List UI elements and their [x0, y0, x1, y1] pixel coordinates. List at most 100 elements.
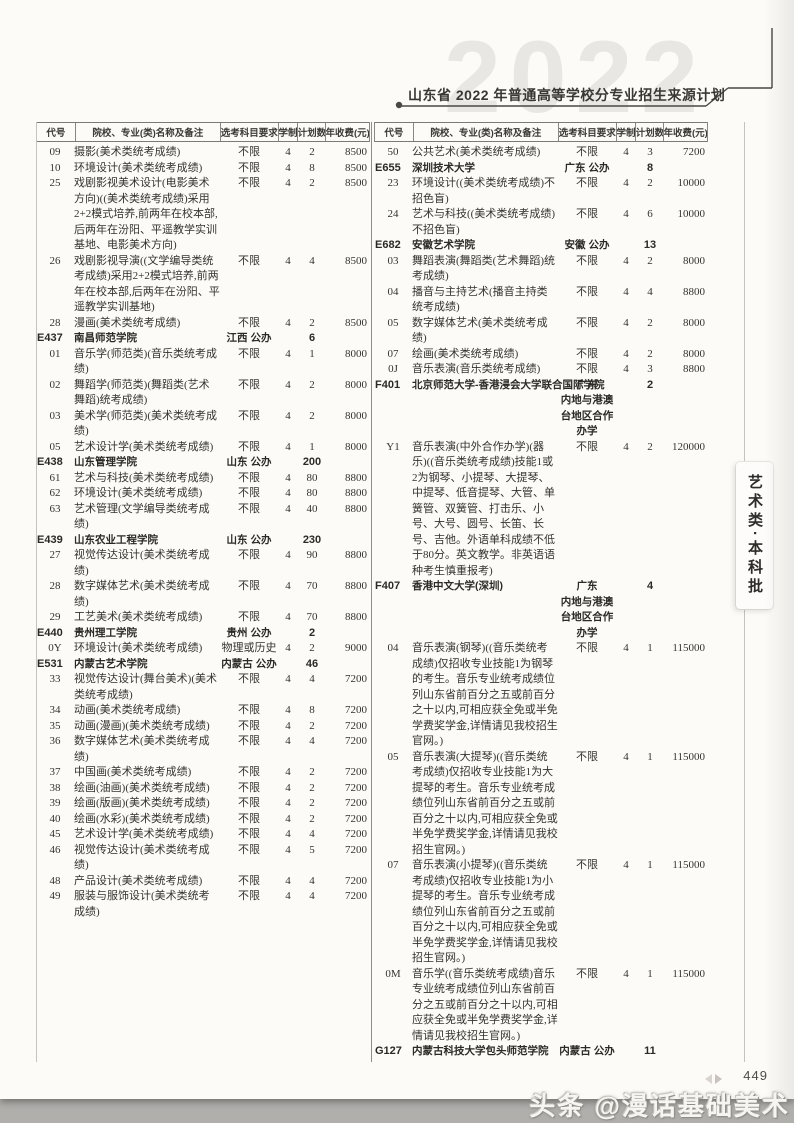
major-row: 50 公共艺术(美术类统考成绩) 不限 4 3 7200 — [374, 145, 708, 161]
row-fee: 7200 — [345, 812, 367, 825]
row-req: 广东 公办 — [564, 161, 610, 174]
row-fee: 8000 — [345, 347, 367, 360]
row-code: 61 — [49, 471, 61, 484]
row-code: E531 — [37, 657, 63, 670]
row-count: 2 — [309, 409, 315, 422]
row-count: 3 — [647, 363, 653, 375]
row-count: 13 — [643, 239, 657, 251]
row-code: 23 — [387, 177, 399, 189]
row-name: 服装与服饰设计(美术类统考成绩) — [74, 890, 210, 918]
row-code: 04 — [387, 642, 399, 654]
row-code: 07 — [387, 859, 399, 871]
row-name: 视觉传达设计(美术类统考成绩) — [74, 549, 210, 577]
major-row: 05 艺术设计学(美术类统考成绩) 不限 4 1 8000 — [36, 440, 370, 456]
row-name: 产品设计(美术类统考成绩) — [74, 874, 203, 887]
row-years: 4 — [285, 719, 291, 732]
col-header-code: 代号 — [46, 128, 66, 139]
major-row: 33 视觉传达设计(舞台美术)(美术类统考成绩) 不限 4 4 7200 — [36, 672, 370, 703]
row-years: 4 — [285, 487, 291, 499]
row-count: 4 — [647, 285, 653, 298]
row-req: 不限 — [238, 704, 260, 716]
major-row: 63 艺术管理(文学编导类统考成绩) 不限 4 40 8800 — [36, 502, 370, 533]
row-name: 环境设计((美术类统考成绩)不招色盲) — [412, 177, 555, 205]
major-row: 39 绘画(版画)(美术类统考成绩) 不限 4 2 7200 — [36, 796, 370, 812]
row-name: 深圳技术大学 — [412, 161, 475, 174]
row-req: 不限 — [238, 735, 260, 747]
row-name: 舞蹈表演(舞蹈类(艺术舞蹈)统考成绩) — [412, 254, 555, 283]
row-years: 4 — [285, 735, 291, 747]
col-header-years: 学制 — [277, 123, 297, 141]
major-row: 35 动画(漫画)(美术类统考成绩) 不限 4 2 7200 — [36, 719, 370, 735]
col-header-count: 计划数 — [297, 123, 325, 141]
row-req: 广东 内地与港澳台地区合作办学 — [560, 580, 614, 639]
ghost-year-watermark: 2022 — [444, 20, 707, 134]
row-name: 动画(美术类统考成绩) — [74, 704, 181, 716]
row-req: 不限 — [576, 642, 598, 654]
major-row: 45 艺术设计学(美术类统考成绩) 不限 4 4 7200 — [36, 827, 370, 843]
row-code: 63 — [49, 502, 61, 515]
school-row: E439 山东农业工程学院 山东 公办 230 — [36, 533, 370, 549]
row-code: 28 — [49, 580, 61, 592]
row-fee: 7200 — [345, 704, 367, 716]
row-req: 内蒙古 公办 — [221, 657, 277, 670]
row-req: 不限 — [576, 967, 598, 980]
row-name: 摄影(美术类统考成绩) — [74, 146, 181, 158]
row-years: 4 — [623, 254, 629, 267]
row-fee: 8500 — [345, 254, 367, 267]
row-count: 2 — [646, 378, 654, 391]
major-row: 61 艺术与科技(美术类统考成绩) 不限 4 80 8800 — [36, 471, 370, 487]
major-row: 40 绘画(水彩)(美术类统考成绩) 不限 4 2 7200 — [36, 812, 370, 828]
row-name: 艺术管理(文学编导类统考成绩) — [74, 502, 210, 531]
row-fee: 10000 — [677, 208, 706, 220]
row-count: 2 — [308, 626, 316, 639]
row-code: E439 — [37, 533, 63, 546]
col-header-fee: 年收费(元) — [325, 123, 369, 141]
row-code: 50 — [387, 146, 399, 158]
row-fee: 8500 — [345, 146, 367, 158]
row-req: 不限 — [576, 859, 598, 871]
row-req: 不限 — [238, 611, 260, 623]
page-nav-arrows — [705, 1074, 722, 1084]
row-req: 不限 — [238, 812, 260, 825]
row-req: 物理或历史 — [221, 642, 277, 654]
table-header-right: 代号 院校、专业(类)名称及备注 选考科目要求 学制 计划数 年收费(元) — [374, 122, 708, 142]
row-years: 4 — [623, 440, 629, 453]
row-years: 4 — [285, 549, 291, 561]
row-count: 70 — [306, 580, 318, 592]
row-years: 4 — [285, 890, 291, 902]
table-body-right: 50 公共艺术(美术类统考成绩) 不限 4 3 7200 E655 深圳技术大学 广东 公办 8 2… — [374, 142, 708, 1060]
row-count: 8 — [309, 161, 315, 174]
row-code: 62 — [49, 487, 61, 499]
major-row: 48 产品设计(美术类统考成绩) 不限 4 4 7200 — [36, 874, 370, 890]
page-title: 山东省 2022 年普通高等学校分专业招生来源计划 — [408, 87, 726, 103]
row-fee: 8800 — [345, 611, 367, 623]
row-code: E440 — [37, 626, 63, 639]
row-years: 4 — [285, 580, 291, 592]
row-name: 播音与主持艺术(播音主持类统考成绩) — [412, 285, 548, 314]
row-fee: 115000 — [672, 750, 705, 763]
row-req: 不限 — [238, 843, 260, 856]
row-fee: 8000 — [683, 347, 705, 360]
row-req: 不限 — [238, 316, 260, 329]
major-row: 49 服装与服饰设计(美术类统考成绩) 不限 4 4 7200 — [36, 889, 370, 920]
row-count: 2 — [309, 316, 315, 329]
row-fee: 7200 — [345, 843, 367, 856]
row-count: 6 — [308, 332, 316, 344]
row-code: F407 — [375, 580, 401, 592]
row-req: 不限 — [238, 440, 260, 453]
major-row: 28 数字媒体艺术(美术类统考成绩) 不限 4 70 8800 — [36, 579, 370, 610]
row-years: 4 — [285, 874, 291, 887]
row-name: 公共艺术(美术类统考成绩) — [412, 146, 541, 158]
row-name: 工艺美术(美术类统考成绩) — [74, 611, 203, 623]
row-name: 环境设计(美术类统考成绩) — [74, 161, 203, 174]
row-count: 1 — [647, 967, 653, 980]
row-years: 4 — [285, 766, 291, 778]
row-name: 音乐表演(钢琴)((音乐类统考成绩)仅招收专业技能1为钢琴的考生。音乐专业统考成… — [412, 642, 558, 747]
row-name: 音乐表演(中外合作办学)(器乐)((音乐类统考成绩)技能1或2为钢琴、小提琴、大… — [412, 440, 555, 577]
row-fee: 7200 — [345, 719, 367, 732]
row-code: 24 — [387, 208, 399, 220]
row-req: 贵州 公办 — [226, 626, 272, 639]
row-count: 4 — [309, 890, 315, 902]
row-fee: 8000 — [345, 409, 367, 422]
major-row: 26 戏剧影视导演((文学编导类统考成绩)采用2+2模式培养,前两年在校本部,后两… — [36, 254, 370, 316]
